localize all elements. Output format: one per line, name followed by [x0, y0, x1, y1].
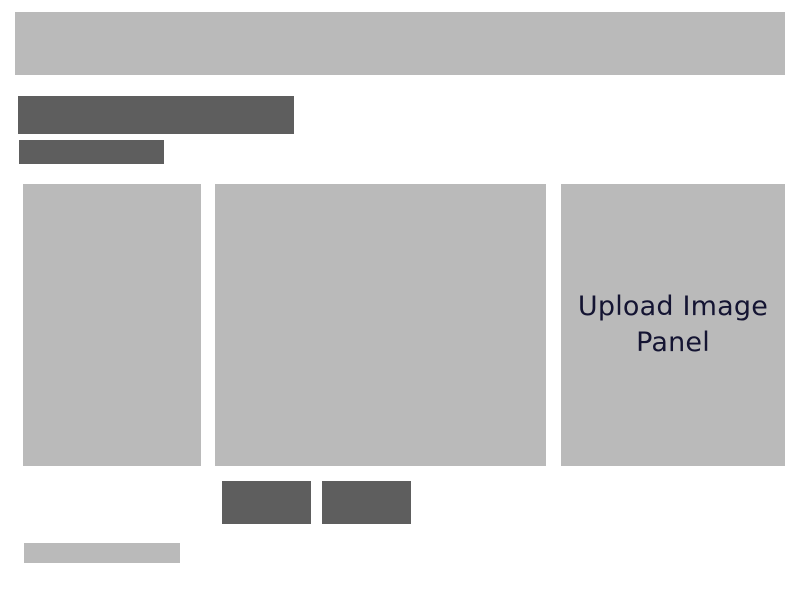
upload-image-panel[interactable]: Upload Image Panel [561, 184, 785, 466]
page-title-placeholder [18, 96, 294, 134]
footer-text-placeholder [24, 543, 180, 563]
page-subtitle-placeholder [19, 140, 164, 164]
left-panel [23, 184, 201, 466]
header-bar [15, 12, 785, 75]
upload-panel-label: Upload Image Panel [577, 291, 769, 358]
action-button-2[interactable] [322, 481, 411, 524]
action-button-1[interactable] [222, 481, 311, 524]
center-panel [215, 184, 546, 466]
